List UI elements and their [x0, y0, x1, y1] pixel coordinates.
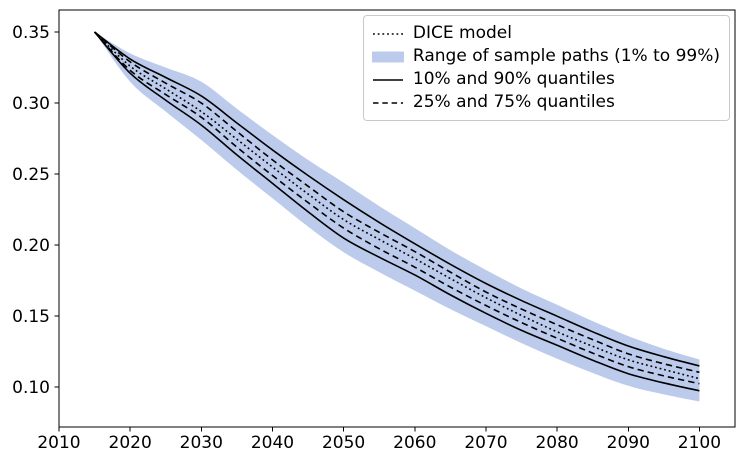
x-tick-label-2080: 2080 — [535, 433, 578, 453]
solid-line-icon — [372, 78, 403, 81]
dashed-line-icon — [372, 101, 403, 104]
range-patch-icon — [371, 51, 404, 62]
legend-item-dice-model: DICE model — [372, 22, 720, 45]
y-tick-label-0.25: 0.25 — [12, 165, 50, 185]
x-tick-label-2090: 2090 — [607, 433, 650, 453]
y-tick-label-0.10: 0.10 — [12, 378, 50, 398]
x-tick-label-2100: 2100 — [678, 433, 721, 453]
axes-spines — [58, 9, 736, 428]
legend: DICE model Range of sample paths (1% to … — [362, 15, 730, 121]
y-tick-label-0.30: 0.30 — [12, 94, 50, 114]
x-tick-label-2060: 2060 — [393, 433, 436, 453]
dotted-line-icon — [372, 32, 403, 35]
x-tick-label-2070: 2070 — [464, 433, 507, 453]
legend-label: DICE model — [412, 23, 512, 43]
25-quantileline — [93, 31, 700, 385]
90-quantileline — [94, 31, 700, 367]
y-tick-label-0.35: 0.35 — [12, 23, 50, 43]
10-quantileline — [93, 31, 700, 392]
legend-item-sample-range: Range of sample paths (1% to 99%) — [371, 45, 720, 68]
y-tick-label-0.20: 0.20 — [12, 236, 50, 256]
legend-label: 10% and 90% quantiles — [412, 69, 615, 89]
legend-item-25-75-quantiles: 25% and 75% quantiles — [372, 91, 720, 114]
legend-label: 25% and 75% quantiles — [412, 92, 615, 112]
x-tick-label-2050: 2050 — [322, 433, 365, 453]
x-tick-label-2040: 2040 — [251, 433, 294, 453]
x-tick-label-2030: 2030 — [180, 433, 223, 453]
legend-item-10-90-quantiles: 10% and 90% quantiles — [372, 68, 720, 91]
y-tick-label-0.15: 0.15 — [12, 307, 50, 327]
legend-label: Range of sample paths (1% to 99%) — [412, 46, 720, 66]
sample-path-band — [94, 32, 700, 402]
75-quantileline — [94, 31, 700, 374]
x-tick-label-2020: 2020 — [109, 433, 152, 453]
x-tick-label-2010: 2010 — [37, 433, 80, 453]
